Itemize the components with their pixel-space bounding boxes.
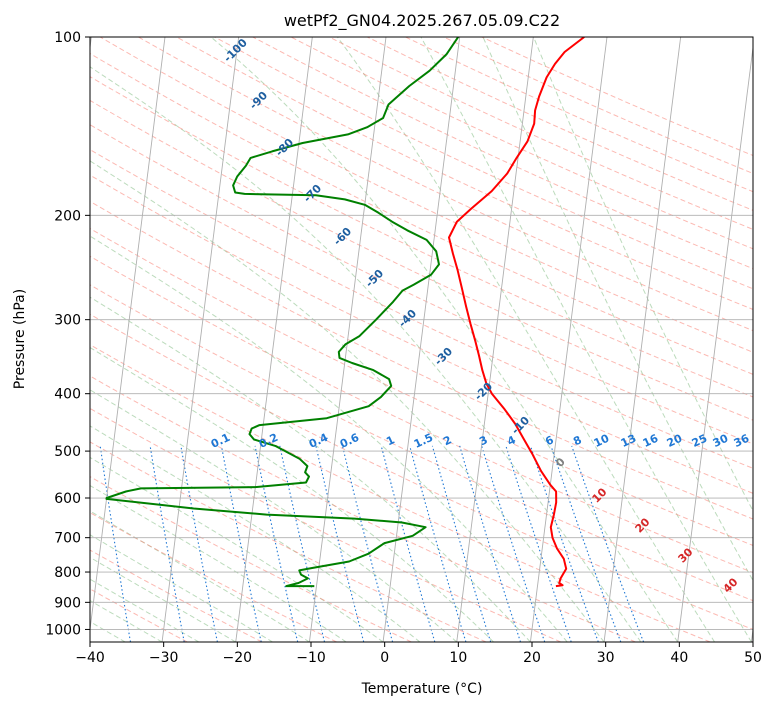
moist-adiabat	[482, 37, 753, 582]
dry-adiabat	[90, 124, 753, 445]
dry-adiabat	[90, 313, 753, 630]
y-tick-label: 1000	[45, 622, 81, 638]
x-axis-ticks: −40 −30 −20 −10 0 10 20 30 40 50	[75, 642, 762, 666]
x-tick-label: −30	[149, 650, 179, 666]
profile-series	[105, 37, 585, 588]
mixing-ratio-line	[529, 445, 599, 642]
x-axis-label: Temperature (°C)	[361, 681, 483, 697]
x-tick-label: 30	[597, 650, 615, 666]
dry-adiabat	[90, 284, 753, 602]
mixing-ratio-line	[459, 445, 522, 642]
mixing-ratio-label: 36	[732, 432, 752, 450]
isotherm-gridline	[161, 37, 240, 642]
moist-adiabat	[533, 37, 753, 512]
mixing-ratio-line	[149, 445, 185, 642]
isotherm-gridline	[677, 43, 753, 642]
dry-adiabat	[90, 227, 753, 547]
mixing-ratio-line	[380, 445, 436, 642]
x-tick-label: 10	[449, 650, 467, 666]
dry-adiabat	[90, 441, 487, 642]
isotherm-gridline	[235, 37, 313, 642]
isotherm-gridline	[90, 37, 166, 634]
mixing-ratio-line	[220, 445, 262, 642]
mixing-ratio-line	[505, 445, 572, 642]
moist-adiabat	[210, 37, 679, 642]
dry-adiabat	[90, 588, 188, 642]
plot-frame	[89, 36, 754, 643]
y-tick-label: 800	[54, 565, 81, 581]
mixing-ratio-line	[409, 445, 467, 642]
x-tick-label: 40	[670, 650, 688, 666]
mixing-ratio-label: 30	[711, 432, 731, 450]
moist-adiabat	[90, 346, 494, 642]
moist-adiabat	[90, 296, 531, 642]
x-tick-label: −40	[75, 650, 105, 666]
isotherm-gridline	[456, 37, 534, 642]
mixing-ratio-line	[99, 445, 132, 642]
temperature-profile	[448, 37, 585, 588]
dry-adiabat	[90, 174, 753, 494]
mixing-ratio-label: 25	[690, 432, 709, 450]
mixing-ratio-line	[279, 445, 326, 642]
mixing-ratio-line	[550, 445, 622, 642]
mixing-ratio-line	[481, 445, 546, 642]
moist-adiabat	[420, 37, 752, 642]
chart-title: wetPf2_GN04.2025.267.05.09.C22	[284, 11, 560, 31]
moist-adiabat	[90, 66, 642, 642]
x-tick-label: 0	[380, 650, 389, 666]
y-axis-ticks: 100 200 300 400 500 600 700 800 900 1000	[45, 30, 90, 638]
mixing-ratio-line	[180, 445, 218, 642]
mixing-ratio-label: 20	[665, 432, 685, 450]
plot-area: -100-90-80-70-60-50-40-30-20-10010203040…	[90, 37, 753, 642]
dry-adiabat	[90, 149, 753, 469]
y-tick-label: 100	[54, 30, 81, 46]
dry-adiabat	[214, 37, 753, 290]
moist-adiabat	[90, 484, 347, 642]
isotherm-gridline	[308, 37, 387, 642]
mixing-ratio-line	[254, 445, 299, 642]
y-tick-label: 700	[54, 531, 81, 547]
y-tick-label: 200	[54, 208, 81, 224]
dry-adiabat	[90, 375, 636, 642]
mixing-ratio-label: 10	[592, 432, 612, 450]
y-tick-label: 400	[54, 387, 81, 403]
moist-adiabat	[90, 556, 236, 642]
grid-lines	[90, 37, 753, 642]
mixing-ratio-label: 16	[641, 432, 661, 450]
isotherm-gridline	[529, 37, 608, 642]
dewpoint-profile	[105, 37, 460, 588]
mixing-ratio-line	[571, 445, 645, 642]
y-tick-label: 500	[54, 444, 81, 460]
moist-adiabat	[336, 37, 716, 642]
y-tick-label: 900	[54, 595, 81, 611]
x-tick-label: 20	[523, 650, 541, 666]
dry-adiabat	[138, 37, 753, 332]
y-axis-label: Pressure (hPa)	[12, 289, 28, 389]
dry-adiabat	[90, 200, 753, 520]
isotherm-gridline	[603, 37, 682, 642]
y-tick-label: 300	[54, 313, 81, 329]
x-tick-label: 50	[744, 650, 762, 666]
mixing-ratio-label: 13	[619, 432, 638, 450]
dry-adiabat	[90, 549, 263, 642]
x-tick-label: −20	[223, 650, 253, 666]
moist-adiabat	[90, 235, 568, 642]
mixing-ratio-line	[315, 445, 365, 642]
dry-adiabat	[176, 37, 753, 310]
moist-adiabat	[90, 578, 200, 642]
moist-adiabat	[90, 160, 605, 642]
x-tick-label: −10	[296, 650, 326, 666]
mixing-ratio-line	[431, 445, 492, 642]
y-tick-label: 600	[54, 491, 81, 507]
moist-adiabat	[90, 534, 273, 642]
